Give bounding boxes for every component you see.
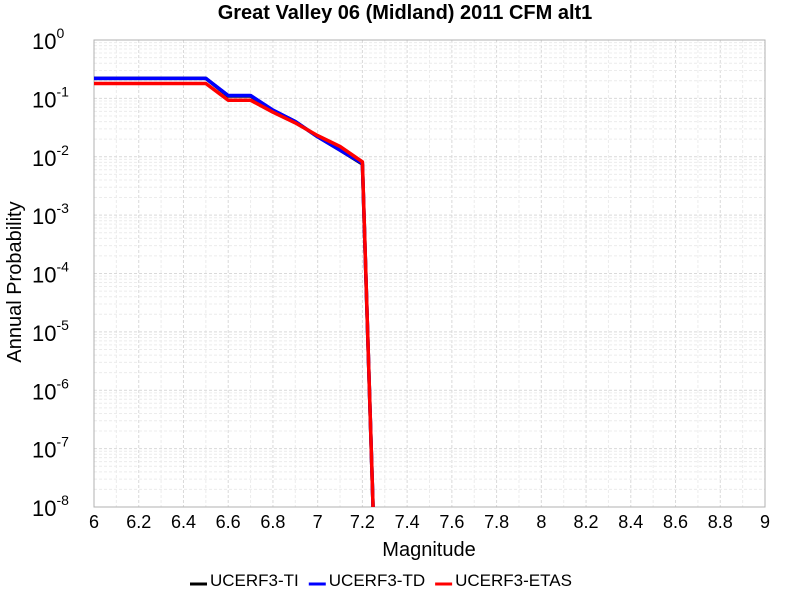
x-tick-label: 7.6 — [439, 512, 464, 532]
x-tick-label: 6 — [89, 512, 99, 532]
x-tick-label: 6.4 — [171, 512, 196, 532]
y-tick-exponent: 0 — [56, 25, 64, 41]
y-tick-base: 10 — [32, 87, 56, 112]
y-tick-label: 10-6 — [32, 375, 69, 404]
x-tick-label: 6.2 — [126, 512, 151, 532]
plot-area — [93, 39, 766, 508]
y-tick-label: 10-7 — [32, 434, 69, 463]
x-tick-label: 8.2 — [574, 512, 599, 532]
y-tick-exponent: -6 — [56, 375, 69, 391]
x-axis-label: Magnitude — [382, 539, 475, 561]
y-tick-exponent: -1 — [56, 83, 69, 99]
y-tick-base: 10 — [32, 263, 56, 288]
y-tick-base: 10 — [32, 321, 56, 346]
y-tick-base: 10 — [32, 496, 56, 521]
x-tick-label: 7.4 — [395, 512, 420, 532]
y-tick-exponent: -8 — [56, 492, 69, 508]
y-tick-exponent: -4 — [56, 259, 69, 275]
y-tick-exponent: -7 — [56, 434, 69, 450]
legend-label: UCERF3-ETAS — [455, 571, 572, 590]
y-tick-base: 10 — [32, 204, 56, 229]
legend-label: UCERF3-TI — [210, 571, 299, 590]
series-line-ucerf3-etas — [94, 81, 375, 507]
x-tick-label: 8 — [536, 512, 546, 532]
y-tick-base: 10 — [32, 29, 56, 54]
legend-label: UCERF3-TD — [329, 571, 425, 590]
y-tick-label: 10-2 — [32, 142, 69, 171]
y-tick-exponent: -2 — [56, 142, 69, 158]
y-tick-label: 10-8 — [32, 492, 69, 521]
x-tick-label: 8.6 — [663, 512, 688, 532]
series-layer — [94, 76, 375, 507]
y-tick-label: 10-5 — [32, 317, 69, 346]
x-tick-label: 7.8 — [484, 512, 509, 532]
y-tick-label: 10-1 — [32, 83, 69, 112]
y-tick-base: 10 — [32, 438, 56, 463]
y-tick-label: 10-4 — [32, 259, 69, 288]
y-tick-label: 10-3 — [32, 200, 69, 229]
x-tick-label: 7 — [313, 512, 323, 532]
y-tick-exponent: -3 — [56, 200, 69, 216]
x-tick-label: 8.4 — [618, 512, 643, 532]
x-tick-label: 6.8 — [260, 512, 285, 532]
chart-title: Great Valley 06 (Midland) 2011 CFM alt1 — [218, 2, 593, 24]
x-tick-label: 8.8 — [708, 512, 733, 532]
x-tick-labels: 6 6.2 6.4 6.6 6.8 7 7.2 7.4 7.6 7.8 8 8.2 8.4 8.6 8.8 9 — [89, 512, 770, 532]
grid — [93, 39, 766, 508]
x-tick-label: 9 — [760, 512, 770, 532]
y-axis-label: Annual Probability — [4, 201, 26, 362]
y-tick-label: 100 — [32, 25, 64, 54]
x-tick-label: 7.2 — [350, 512, 375, 532]
x-tick-label: 6.6 — [216, 512, 241, 532]
y-tick-base: 10 — [32, 379, 56, 404]
y-tick-exponent: -5 — [56, 317, 69, 333]
y-tick-base: 10 — [32, 146, 56, 171]
legend: UCERF3-TI UCERF3-TD UCERF3-ETAS — [190, 571, 572, 590]
